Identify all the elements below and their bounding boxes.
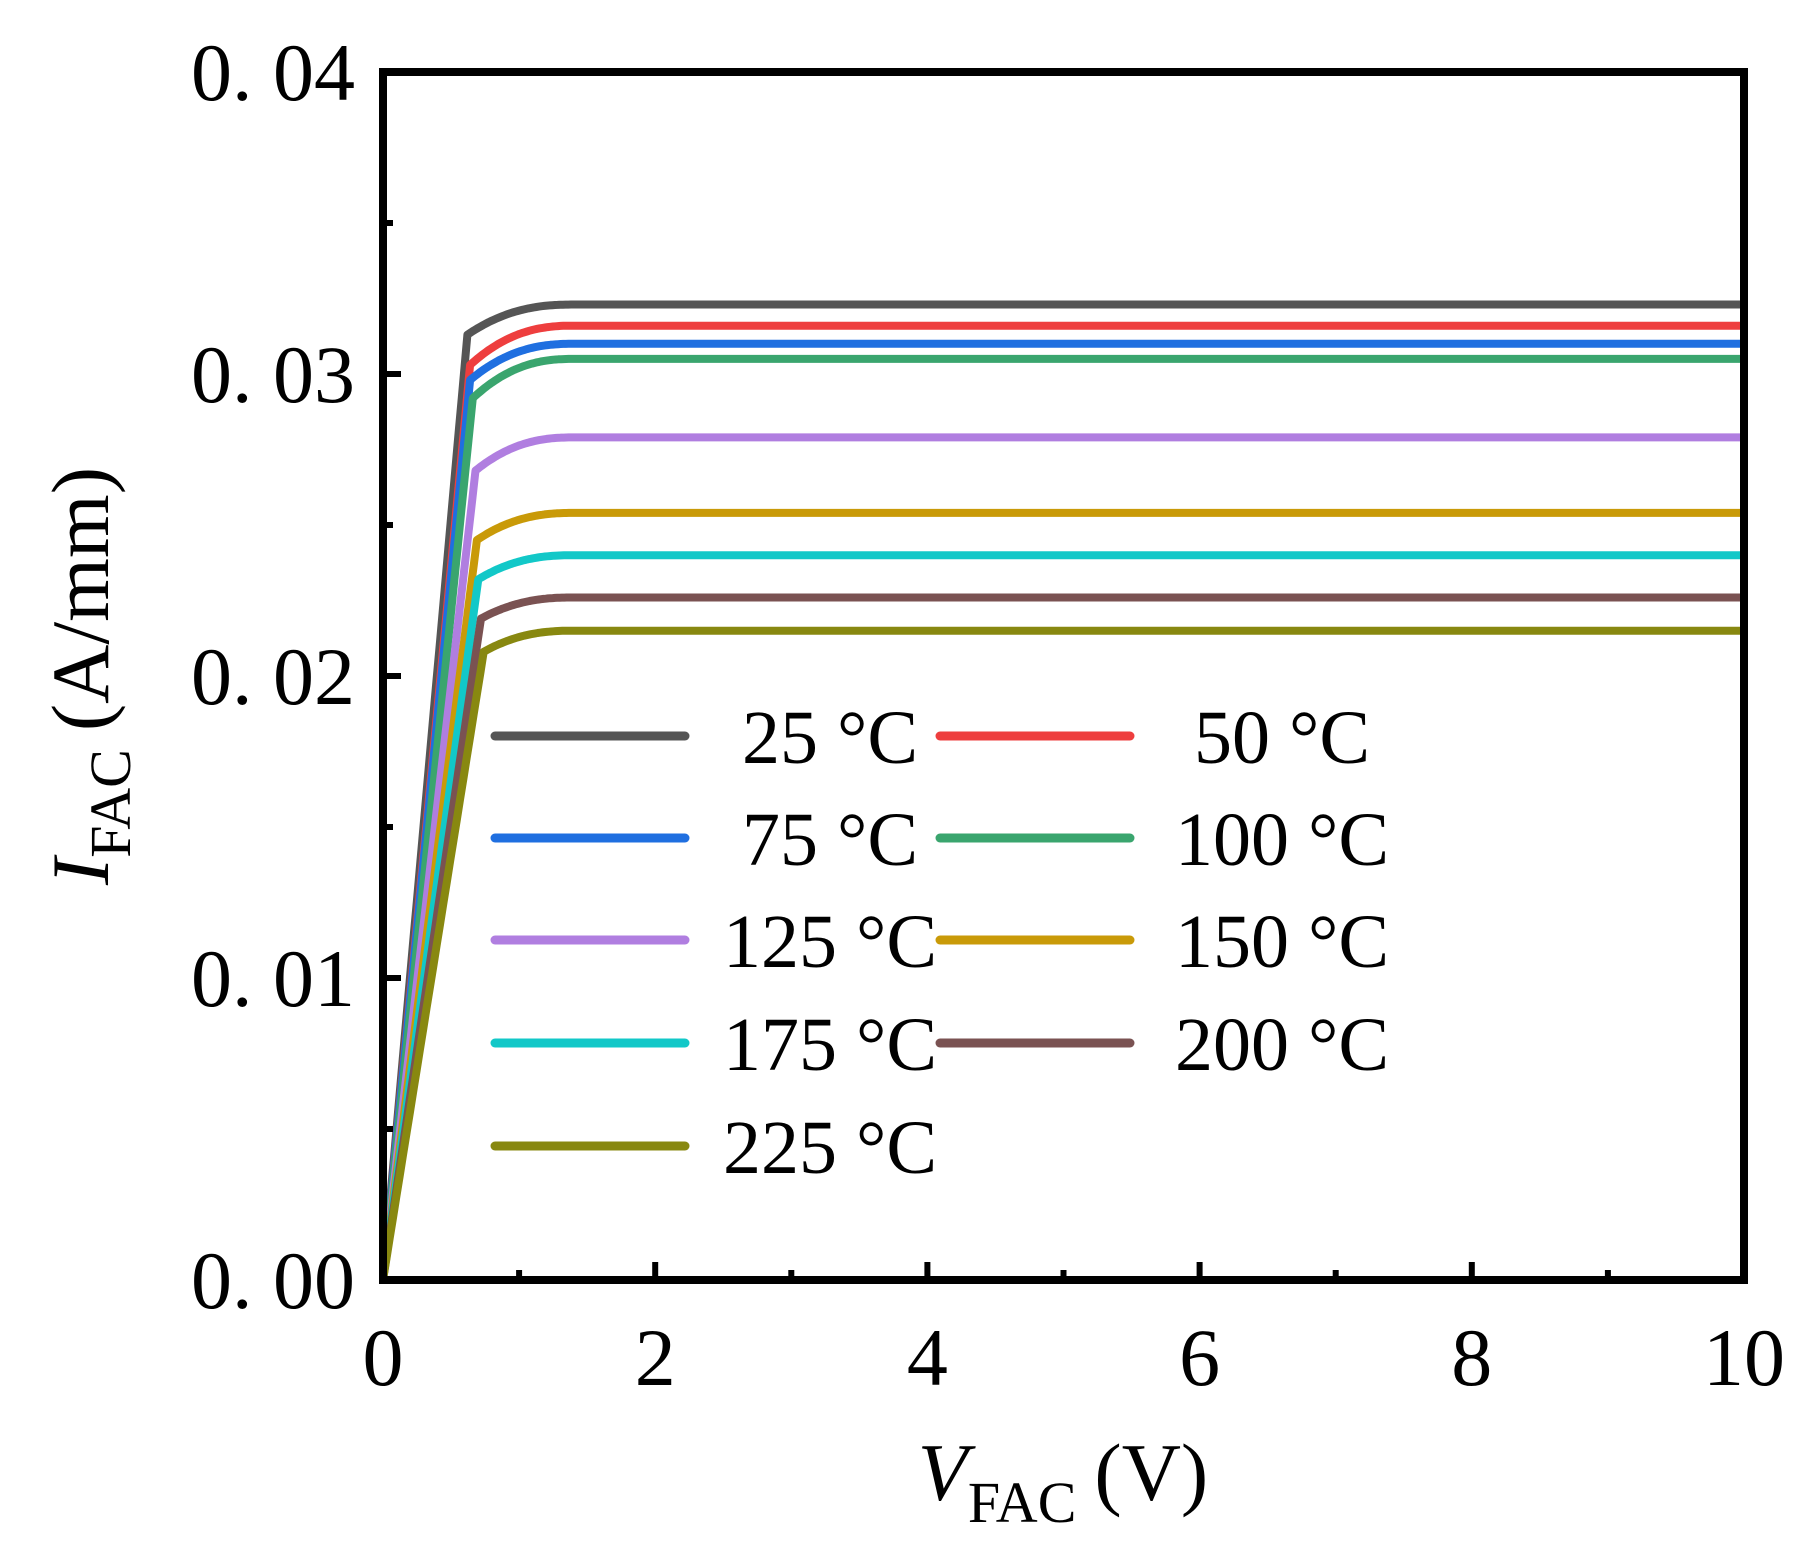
series-layer bbox=[379, 300, 1744, 1281]
y-tick-label: 0. 03 bbox=[191, 329, 355, 420]
plot-frame bbox=[379, 68, 1748, 1284]
legend: 25 °C 50 °C 75 °C 100 °C 125 °C 150 °C 175 °C 2… bbox=[490, 696, 1389, 1190]
legend-label: 75 °C bbox=[742, 798, 918, 882]
x-tick-label: 0 bbox=[363, 1312, 404, 1403]
x-tick-label: 2 bbox=[635, 1312, 676, 1403]
legend-label: 25 °C bbox=[742, 696, 918, 780]
series-line-6 bbox=[379, 551, 1744, 1281]
series-line-1 bbox=[379, 321, 1744, 1281]
legend-label: 225 °C bbox=[723, 1106, 937, 1190]
ticks-layer bbox=[380, 69, 1747, 1283]
y-axis-unit: (A/mm) bbox=[35, 467, 126, 731]
series-line-3 bbox=[379, 354, 1744, 1281]
x-axis-unit: (V) bbox=[1094, 1427, 1208, 1518]
y-axis-var: I bbox=[35, 854, 126, 886]
y-axis-sub: FAC bbox=[78, 749, 143, 858]
x-tick-label: 8 bbox=[1451, 1312, 1492, 1403]
y-tick-label: 0. 00 bbox=[191, 1235, 355, 1326]
y-axis-title: IFAC (A/mm) bbox=[35, 467, 143, 886]
x-tick-label: 4 bbox=[907, 1312, 948, 1403]
legend-label: 150 °C bbox=[1175, 900, 1389, 984]
x-axis-var: V bbox=[918, 1427, 976, 1518]
legend-label: 125 °C bbox=[723, 900, 937, 984]
series-line-4 bbox=[379, 433, 1744, 1281]
legend-label: 50 °C bbox=[1194, 696, 1370, 780]
legend-label: 200 °C bbox=[1175, 1003, 1389, 1087]
legend-label: 100 °C bbox=[1175, 798, 1389, 882]
x-axis-title: VFAC (V) bbox=[918, 1427, 1208, 1535]
series-line-0 bbox=[379, 300, 1744, 1281]
x-tick-label: 10 bbox=[1703, 1312, 1785, 1403]
y-tick-label: 0. 01 bbox=[191, 933, 355, 1024]
x-tick-label: 6 bbox=[1179, 1312, 1220, 1403]
series-line-2 bbox=[379, 339, 1744, 1281]
y-tick-label: 0. 04 bbox=[191, 27, 355, 118]
y-tick-label: 0. 02 bbox=[191, 631, 355, 722]
legend-label: 175 °C bbox=[723, 1003, 937, 1087]
labels-layer: 0 2 4 6 8 10 0. 00 0. 01 0. 02 0. 03 0. 04 bbox=[191, 27, 1785, 1403]
x-axis-sub: FAC bbox=[968, 1470, 1077, 1535]
series-line-8 bbox=[379, 626, 1744, 1281]
